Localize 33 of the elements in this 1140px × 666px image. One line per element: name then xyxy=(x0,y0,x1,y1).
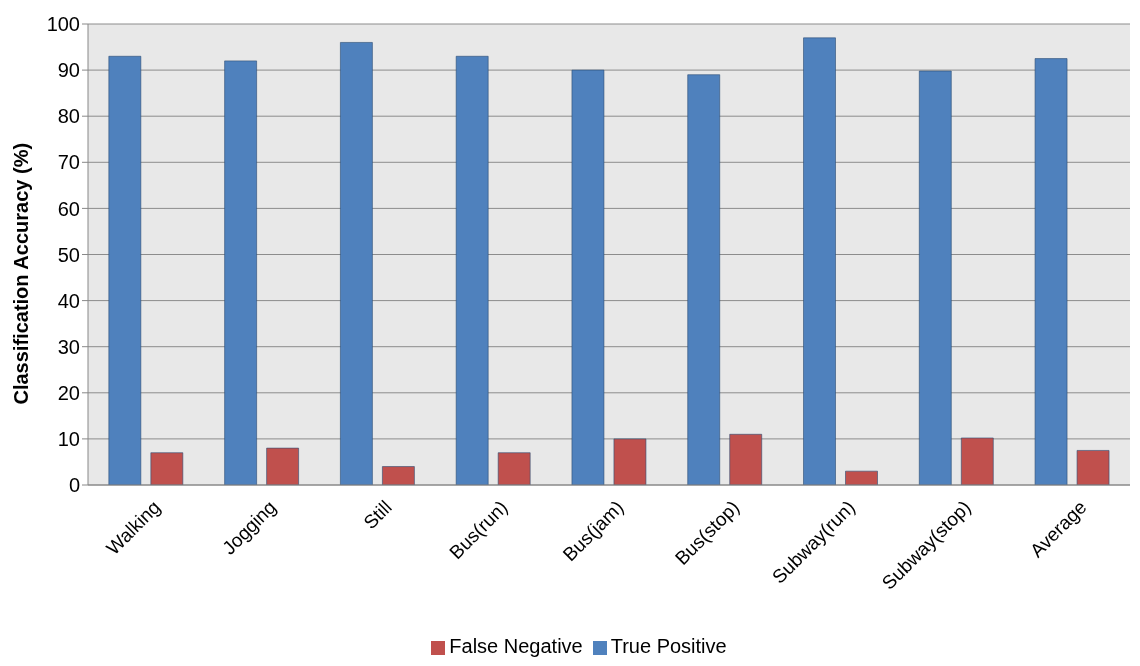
bar xyxy=(224,60,258,485)
y-tick-label: 50 xyxy=(57,243,80,266)
bar xyxy=(1076,449,1110,485)
bar xyxy=(803,37,837,485)
y-tick-label: 100 xyxy=(46,13,80,36)
bar xyxy=(1034,58,1068,485)
y-tick-label: 70 xyxy=(57,151,80,174)
bar xyxy=(845,470,879,485)
bar xyxy=(918,70,952,485)
y-tick-label: 20 xyxy=(57,381,80,404)
y-tick-label: 80 xyxy=(57,105,80,128)
bar xyxy=(687,74,721,485)
bar xyxy=(960,437,994,485)
bar xyxy=(497,452,531,485)
y-tick-label: 0 xyxy=(68,474,80,497)
bar xyxy=(613,438,647,485)
bar xyxy=(571,69,605,485)
bar xyxy=(339,41,373,485)
y-tick-label: 10 xyxy=(57,428,80,450)
y-tick-label: 30 xyxy=(57,335,80,358)
bar xyxy=(266,447,300,485)
bar xyxy=(455,55,489,485)
y-axis-title: Classification Accuracy (%) xyxy=(10,142,33,405)
y-tick-label: 40 xyxy=(57,289,80,312)
bar xyxy=(729,433,763,485)
y-tick-label: 90 xyxy=(57,59,80,82)
legend-label: False Negative xyxy=(449,635,583,657)
bar xyxy=(381,466,415,485)
bar xyxy=(150,452,184,485)
y-tick-label: 60 xyxy=(57,197,80,220)
x-tick-label: Still xyxy=(359,496,396,534)
legend-label: True Positive xyxy=(610,635,727,657)
bar xyxy=(108,55,142,485)
